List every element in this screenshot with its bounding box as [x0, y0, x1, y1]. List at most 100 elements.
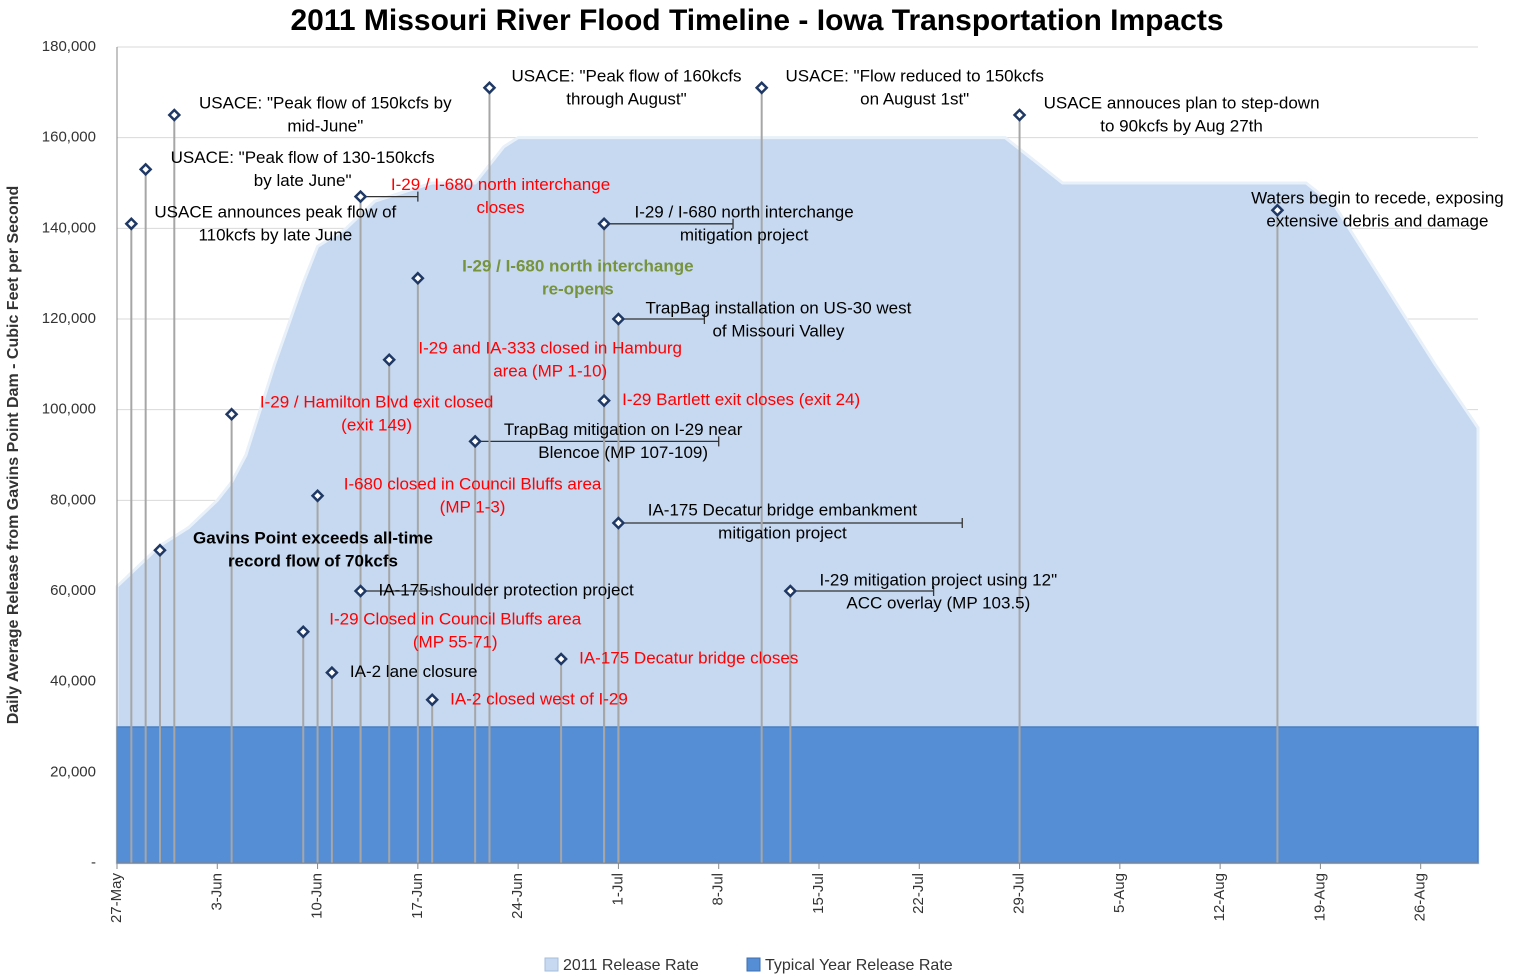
marker	[153, 543, 167, 557]
marker	[167, 108, 182, 122]
area	[115, 136, 1480, 865]
annotation-text: IA-2 closed west of I-29	[450, 689, 628, 708]
annotation-text: I-29 Closed in Council Bluffs area	[329, 609, 582, 628]
annotation-text: I-29 Bartlett exit closes (exit 24)	[622, 390, 860, 409]
marker	[1270, 203, 1285, 217]
annotation-text: on August 1st"	[860, 89, 969, 108]
y-tick-label: 100,000	[42, 401, 96, 418]
annotation-text: USACE annouces plan to step-down	[1044, 93, 1320, 112]
marker	[325, 665, 339, 680]
y-axis-title: Daily Average Release from Gavins Point …	[5, 186, 22, 725]
annotation-text: I-29 / I-680 north interchange	[391, 175, 610, 194]
legend-label: Typical Year Release Rate	[765, 957, 953, 974]
annotation-layer	[130, 87, 1279, 863]
x-tick-label: 5-Aug	[1111, 873, 1128, 913]
annotations: USACE announces peak flow of 110kcfs by l…	[124, 66, 1504, 863]
y-tick-label: 160,000	[42, 129, 96, 146]
annotation-text: IA-2 lane closure	[350, 662, 478, 681]
x-tick-label: 17-Jun	[409, 873, 426, 919]
x-tick-label: 27-May	[108, 873, 125, 924]
y-tick-label: 180,000	[42, 38, 96, 55]
annotation-text: re-opens	[542, 280, 614, 299]
marker	[224, 407, 239, 421]
y-tick-label: 40,000	[50, 673, 96, 690]
annotation-text: I-29 / I-680 north interchange	[462, 257, 693, 276]
annotation-layer	[124, 81, 1285, 707]
annotation-text: (exit 149)	[341, 416, 412, 435]
annotation-text: mid-June"	[287, 116, 363, 135]
annotation-text: mitigation project	[718, 523, 847, 542]
x-tick-label: 1-Jul	[609, 873, 626, 906]
y-tick-label: 140,000	[42, 219, 96, 236]
marker	[124, 217, 139, 231]
annotation-text: by late June"	[254, 171, 352, 190]
axes: - 20,000 40,000 60,000 80,000 100,000 120,000 1…	[42, 38, 1478, 974]
annotation-text: extensive debris and damage	[1266, 212, 1488, 231]
annotation-text: IA-175 Decatur bridge embankment	[648, 500, 918, 519]
annotation-text: (MP 55-71)	[413, 632, 498, 651]
annotation-text: I-29 / Hamilton Blvd exit closed	[260, 393, 493, 412]
annotation-text: I-29 / I-680 north interchange	[634, 202, 853, 221]
annotation-text: through August"	[566, 89, 686, 108]
x-tick-label: 3-Jun	[208, 873, 225, 911]
annotation-text: Blencoe (MP 107-109)	[538, 443, 708, 462]
marker	[425, 693, 439, 707]
marker	[1012, 108, 1027, 122]
annotation-text: closes	[476, 198, 524, 217]
annotation-text: Gavins Point exceeds all-time	[193, 529, 433, 548]
annotation-text: of Missouri Valley	[712, 321, 844, 340]
area	[116, 726, 1479, 864]
annotation-text: IA-175 shoulder protection project	[379, 580, 634, 599]
legend-swatch	[746, 957, 761, 972]
x-tick-label: 10-Jun	[309, 873, 326, 919]
x-tick-label: 8-Jul	[710, 873, 727, 906]
x-tick-label: 24-Jun	[509, 873, 526, 919]
annotation-text: I-29 mitigation project using 12"	[820, 570, 1058, 589]
marker	[611, 516, 626, 530]
annotation-text: USACE: "Peak flow of 150kcfs by	[199, 93, 452, 112]
marker	[353, 584, 368, 598]
y-tick-label: 60,000	[50, 582, 96, 599]
x-tick-label: 22-Jul	[910, 873, 927, 914]
marker	[411, 271, 425, 285]
marker	[296, 625, 311, 639]
marker	[554, 652, 568, 666]
annotation-text: area (MP 1-10)	[493, 361, 607, 380]
legend-swatch	[544, 957, 559, 972]
annotation-text: Waters begin to recede, exposing	[1251, 189, 1504, 208]
x-tick-label: 29-Jul	[1011, 873, 1028, 914]
areas	[115, 136, 1480, 865]
annotation-text: mitigation project	[680, 225, 809, 244]
annotation-text: record flow of 70kcfs	[228, 552, 398, 571]
x-tick-label: 26-Aug	[1412, 873, 1429, 921]
annotation-text: 110kcfs by late June	[198, 225, 352, 244]
annotation-text: IA-175 Decatur bridge closes	[579, 648, 798, 667]
marker	[783, 584, 798, 598]
marker	[754, 81, 769, 95]
x-tick-label: 19-Aug	[1311, 873, 1328, 921]
annotation-text: TrapBag installation on US-30 west	[645, 298, 911, 317]
annotation-text: I-680 closed in Council Bluffs area	[344, 474, 602, 493]
annotation-layer: USACE announces peak flow of 110kcfs by l…	[154, 66, 1503, 708]
annotation-text: to 90kcfs by Aug 27th	[1100, 116, 1263, 135]
annotation-text: ACC overlay (MP 103.5)	[846, 593, 1030, 612]
annotation-text: TrapBag mitigation on I-29 near	[504, 420, 743, 439]
annotation-text: USACE: "Peak flow of 160kcfs	[511, 66, 741, 85]
marker	[597, 217, 611, 231]
marker	[611, 312, 626, 326]
marker	[597, 393, 611, 408]
marker	[468, 434, 482, 449]
annotation-text: USACE announces peak flow of	[154, 202, 396, 221]
chart-title: 2011 Missouri River Flood Timeline - Iow…	[290, 4, 1223, 37]
annotation-text: I-29 and IA-333 closed in Hamburg	[418, 338, 682, 357]
y-tick-label: -	[91, 854, 96, 871]
x-tick-label: 15-Jul	[810, 873, 827, 914]
y-tick-label: 120,000	[42, 310, 96, 327]
marker	[353, 189, 368, 204]
annotation-text: USACE: "Peak flow of 130-150kcfs	[171, 148, 435, 167]
annotation-text: (MP 1-3)	[440, 497, 506, 516]
y-tick-label: 80,000	[50, 491, 96, 508]
x-tick-label: 12-Aug	[1211, 873, 1228, 921]
marker	[482, 81, 497, 95]
